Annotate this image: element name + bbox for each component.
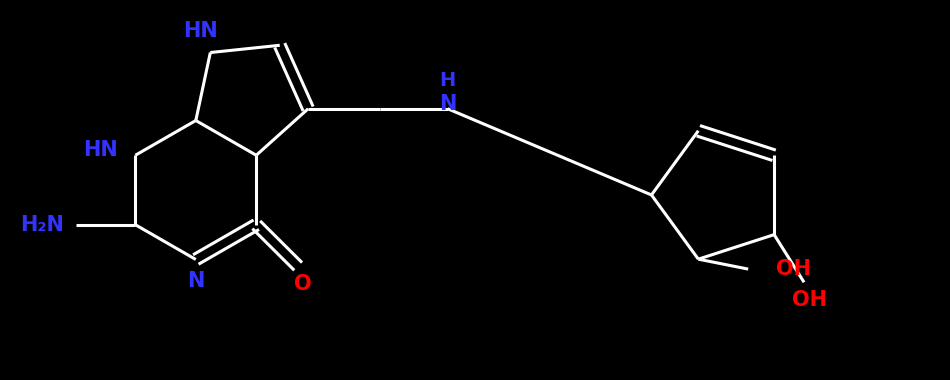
Text: N: N: [187, 271, 204, 291]
Text: HN: HN: [183, 21, 218, 41]
Text: OH: OH: [776, 259, 811, 279]
Text: H: H: [440, 71, 456, 90]
Text: OH: OH: [791, 290, 826, 310]
Text: H₂N: H₂N: [20, 215, 64, 235]
Text: HN: HN: [83, 140, 118, 160]
Text: O: O: [294, 274, 312, 294]
Text: N: N: [439, 94, 456, 114]
